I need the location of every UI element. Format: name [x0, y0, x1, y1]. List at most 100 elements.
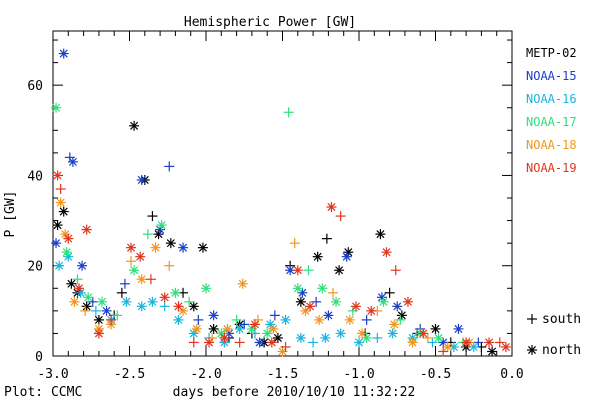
- data-point-south: [145, 274, 156, 285]
- data-point-north: [280, 314, 291, 325]
- data-point-north: [350, 301, 361, 312]
- data-point-north: [147, 296, 158, 307]
- data-point-south: [335, 211, 346, 222]
- legend-entry: NOAA-16: [526, 92, 577, 106]
- data-point-south: [87, 296, 98, 307]
- data-point-south: [184, 296, 195, 307]
- data-point-south: [289, 238, 300, 249]
- data-point-south: [112, 310, 123, 321]
- x-tick-label: -2.5: [114, 367, 145, 382]
- data-point-north: [292, 265, 303, 276]
- data-point-south: [231, 314, 242, 325]
- y-tick-label: 40: [27, 169, 43, 184]
- data-point-north: [461, 337, 472, 348]
- data-point-south: [119, 278, 130, 289]
- data-point-north: [292, 283, 303, 294]
- data-point-north: [165, 238, 176, 249]
- data-point-south: [473, 337, 484, 348]
- x-tick-label: -2.0: [190, 367, 221, 382]
- legend: METP-02 NOAA-15 NOAA-16 NOAA-17 NOAA-18 NOAA-…: [526, 46, 577, 175]
- x-tick-label: -1.0: [343, 367, 374, 382]
- data-point-south: [159, 301, 170, 312]
- x-tick-label: 0.0: [500, 367, 523, 382]
- data-point-north: [335, 328, 346, 339]
- data-point-north: [54, 260, 65, 271]
- x-axis-ticks: -3.0 -2.5 -2.0 -1.5 -1.0 -0.5 0.0: [37, 31, 524, 382]
- data-point-north: [188, 301, 199, 312]
- data-point-south: [164, 161, 175, 172]
- data-point-north: [317, 283, 328, 294]
- data-point-north: [402, 296, 413, 307]
- data-point-north: [222, 323, 233, 334]
- data-point-north: [341, 251, 352, 262]
- data-point-north: [366, 305, 377, 316]
- data-point-north: [77, 260, 88, 271]
- data-point-north: [55, 197, 66, 208]
- data-point-north: [60, 229, 71, 240]
- data-point-south: [283, 107, 294, 118]
- data-point-north: [61, 247, 72, 258]
- y-axis-ticks: 0 20 40 60: [27, 39, 512, 365]
- data-point-north: [262, 328, 273, 339]
- marker-legend: south north: [527, 312, 581, 358]
- data-point-north: [52, 220, 63, 231]
- data-point-south: [372, 332, 383, 343]
- data-point-south: [106, 314, 117, 325]
- data-point-north: [266, 337, 277, 348]
- data-point-south: [327, 287, 338, 298]
- data-point-south: [395, 314, 406, 325]
- data-point-north: [314, 314, 325, 325]
- data-point-north: [237, 278, 248, 289]
- x-tick-label: -0.5: [420, 367, 451, 382]
- data-point-north: [121, 296, 132, 307]
- data-point-north: [69, 296, 80, 307]
- data-point-north: [178, 242, 189, 253]
- legend-entry: NOAA-17: [526, 115, 577, 129]
- data-point-north: [219, 332, 230, 343]
- data-point-north: [500, 341, 511, 352]
- data-point-south: [494, 337, 505, 348]
- data-point-north: [153, 229, 164, 240]
- data-point-north: [173, 314, 184, 325]
- data-point-north: [81, 224, 92, 235]
- data-point-north: [381, 247, 392, 258]
- data-point-north: [74, 283, 85, 294]
- x-axis-label: days before 2010/10/10 11:32:22: [173, 385, 416, 400]
- data-point-north: [484, 337, 495, 348]
- data-point-north: [101, 305, 112, 316]
- data-point-north: [487, 346, 498, 357]
- data-point-north: [58, 206, 69, 217]
- south-marker-icon: [527, 314, 537, 324]
- series-noaa-16: [54, 251, 479, 352]
- series-noaa-19: [52, 170, 511, 357]
- data-point-south: [438, 346, 449, 357]
- data-point-north: [249, 319, 260, 330]
- plot-credit: Plot: CCMC: [4, 385, 82, 400]
- data-point-north: [234, 323, 245, 334]
- data-point-north: [418, 328, 429, 339]
- data-point-south: [147, 211, 158, 222]
- data-point-south: [80, 305, 91, 316]
- data-point-south: [188, 337, 199, 348]
- data-point-north: [66, 278, 77, 289]
- legend-entry: NOAA-18: [526, 138, 577, 152]
- data-point-north: [272, 332, 283, 343]
- data-point-north: [357, 328, 368, 339]
- data-point-south: [321, 233, 332, 244]
- data-point-north: [51, 102, 62, 113]
- data-point-north: [150, 242, 161, 253]
- data-point-north: [129, 120, 140, 131]
- y-tick-label: 0: [35, 350, 43, 365]
- data-point-north: [453, 323, 464, 334]
- legend-entry: NOAA-15: [526, 69, 577, 83]
- legend-entry: NOAA-19: [526, 161, 577, 175]
- legend-entry: METP-02: [526, 46, 577, 60]
- data-point-south: [311, 296, 322, 307]
- data-point-north: [204, 337, 215, 348]
- data-point-south: [142, 229, 153, 240]
- data-point-north: [320, 332, 331, 343]
- data-point-north: [135, 251, 146, 262]
- data-point-north: [305, 301, 316, 312]
- data-point-north: [334, 265, 345, 276]
- data-point-north: [83, 292, 94, 303]
